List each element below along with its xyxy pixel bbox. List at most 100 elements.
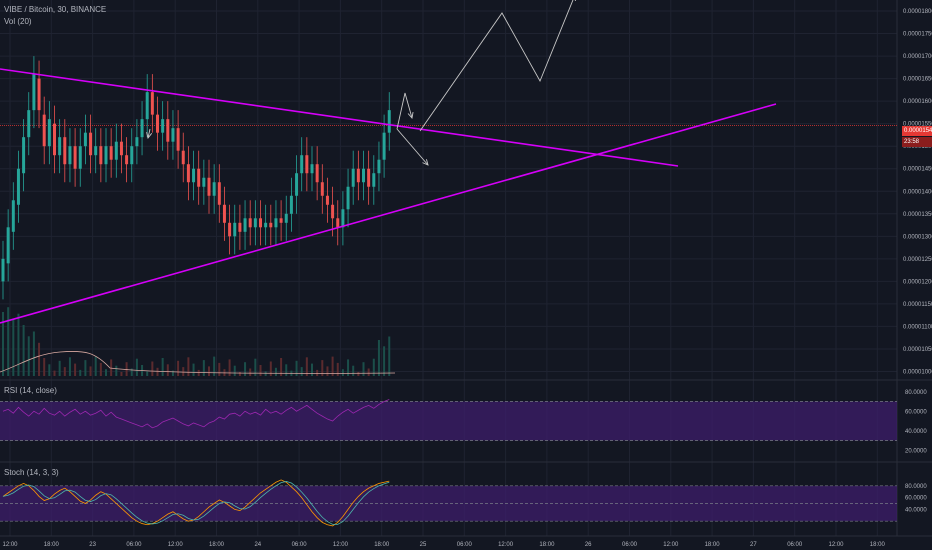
volume-bar xyxy=(17,313,20,376)
candle-body xyxy=(233,222,237,237)
volume-bar xyxy=(362,362,365,376)
volume-layer xyxy=(0,307,396,376)
volume-bar xyxy=(171,370,174,376)
candle-body xyxy=(73,146,77,169)
price-tick-label: 0.00001500 xyxy=(903,144,932,150)
volume-bar xyxy=(228,359,231,376)
time-axis: 12:00 18:00 23 06:00 12:00 18:00 24 06:00 12:00 1… xyxy=(2,542,885,548)
rsi-tick-label: 80.0000 xyxy=(905,390,927,396)
candle-countdown: 23:58 xyxy=(902,137,932,147)
candle-body xyxy=(192,168,196,183)
price-tick-label: 0.00001000 xyxy=(903,369,932,375)
volume-bar xyxy=(218,362,221,376)
candle-body xyxy=(305,155,309,174)
volume-bar xyxy=(213,356,216,376)
volume-bar xyxy=(79,369,82,376)
volume-bar xyxy=(357,372,360,376)
candle-body xyxy=(243,218,247,232)
candle-body xyxy=(125,155,129,165)
time-tick-label: 06:00 xyxy=(622,542,638,548)
volume-bar xyxy=(177,360,180,376)
candle-body xyxy=(89,132,93,156)
price-tick-label: 0.00001400 xyxy=(903,189,932,195)
annotation-arrows-layer xyxy=(146,0,576,166)
candle-body xyxy=(238,222,242,232)
candle-body xyxy=(269,222,273,228)
volume-bar xyxy=(74,363,77,376)
candle-body xyxy=(377,159,381,174)
candle-body xyxy=(300,155,304,174)
volume-bar xyxy=(238,372,241,376)
volume-bar xyxy=(341,369,344,376)
volume-bar xyxy=(166,364,169,376)
volume-bar xyxy=(202,360,205,376)
candle-body xyxy=(109,146,113,160)
volume-bar xyxy=(372,358,375,376)
time-tick-label: 06:00 xyxy=(126,542,142,548)
candle-body xyxy=(11,200,15,232)
rsi-tick-label: 20.0000 xyxy=(905,448,927,454)
volume-bar xyxy=(38,342,41,376)
grid-layer xyxy=(0,0,932,537)
candle-body xyxy=(331,204,335,219)
candle-body xyxy=(212,182,216,196)
ascending-trendline xyxy=(0,103,777,324)
stoch-label: Stoch (14, 3, 3) xyxy=(4,468,59,477)
candle-body xyxy=(346,186,350,210)
candle-body xyxy=(248,218,252,228)
candle-body xyxy=(217,182,221,205)
volume-bar xyxy=(367,368,370,376)
candle-body xyxy=(351,168,355,187)
time-tick-label: 26 xyxy=(585,542,592,548)
volume-bar xyxy=(27,336,30,376)
candle-body xyxy=(37,78,41,111)
volume-ma-line xyxy=(0,351,396,374)
volume-bar xyxy=(63,367,66,376)
descending-trendline xyxy=(0,68,679,167)
stoch-pane: 80.0000 60.0000 40.0000 xyxy=(0,479,927,527)
volume-bar xyxy=(192,363,195,376)
time-tick-label: 24 xyxy=(254,542,261,548)
candle-body xyxy=(207,177,211,196)
volume-bar xyxy=(259,365,262,376)
volume-bar xyxy=(22,325,25,376)
volume-bar xyxy=(331,356,334,376)
volume-bar xyxy=(295,360,298,376)
candle-body xyxy=(367,168,371,187)
candle-body xyxy=(83,132,87,147)
candle-body xyxy=(16,168,20,205)
volume-bar xyxy=(12,318,15,376)
volume-bar xyxy=(53,370,56,376)
volume-bar xyxy=(120,372,123,376)
volume-bar xyxy=(269,361,272,376)
volume-bar xyxy=(105,369,107,376)
volume-bar xyxy=(352,365,355,376)
candle-body xyxy=(336,218,340,228)
price-tick-label: 0.00001600 xyxy=(903,99,932,105)
chart-title: VIBE / Bitcoin, 30, BINANCE xyxy=(4,5,107,14)
time-tick-label: 18:00 xyxy=(539,542,555,548)
volume-bar xyxy=(249,368,252,376)
time-tick-label: 12:00 xyxy=(333,542,349,548)
candle-body xyxy=(181,150,185,165)
candle-body xyxy=(382,132,386,160)
price-tick-label: 0.00001350 xyxy=(903,212,932,218)
time-tick-label: 12:00 xyxy=(498,542,514,548)
stoch-tick-label: 40.0000 xyxy=(905,507,927,513)
rsi-band xyxy=(0,401,897,441)
candle-body xyxy=(27,110,31,138)
candle-body xyxy=(356,168,360,183)
candle-body xyxy=(156,114,159,133)
candle-body xyxy=(295,173,299,196)
time-tick-label: 18:00 xyxy=(44,542,60,548)
volume-bar xyxy=(347,359,350,376)
volume-bar xyxy=(285,364,288,376)
volume-bar xyxy=(388,336,391,376)
volume-bar xyxy=(254,358,257,376)
volume-bar xyxy=(68,357,71,376)
volume-bar xyxy=(58,360,61,376)
price-tick-label: 0.00001750 xyxy=(903,32,932,38)
time-tick-label: 27 xyxy=(750,542,757,548)
candle-body xyxy=(150,92,154,115)
